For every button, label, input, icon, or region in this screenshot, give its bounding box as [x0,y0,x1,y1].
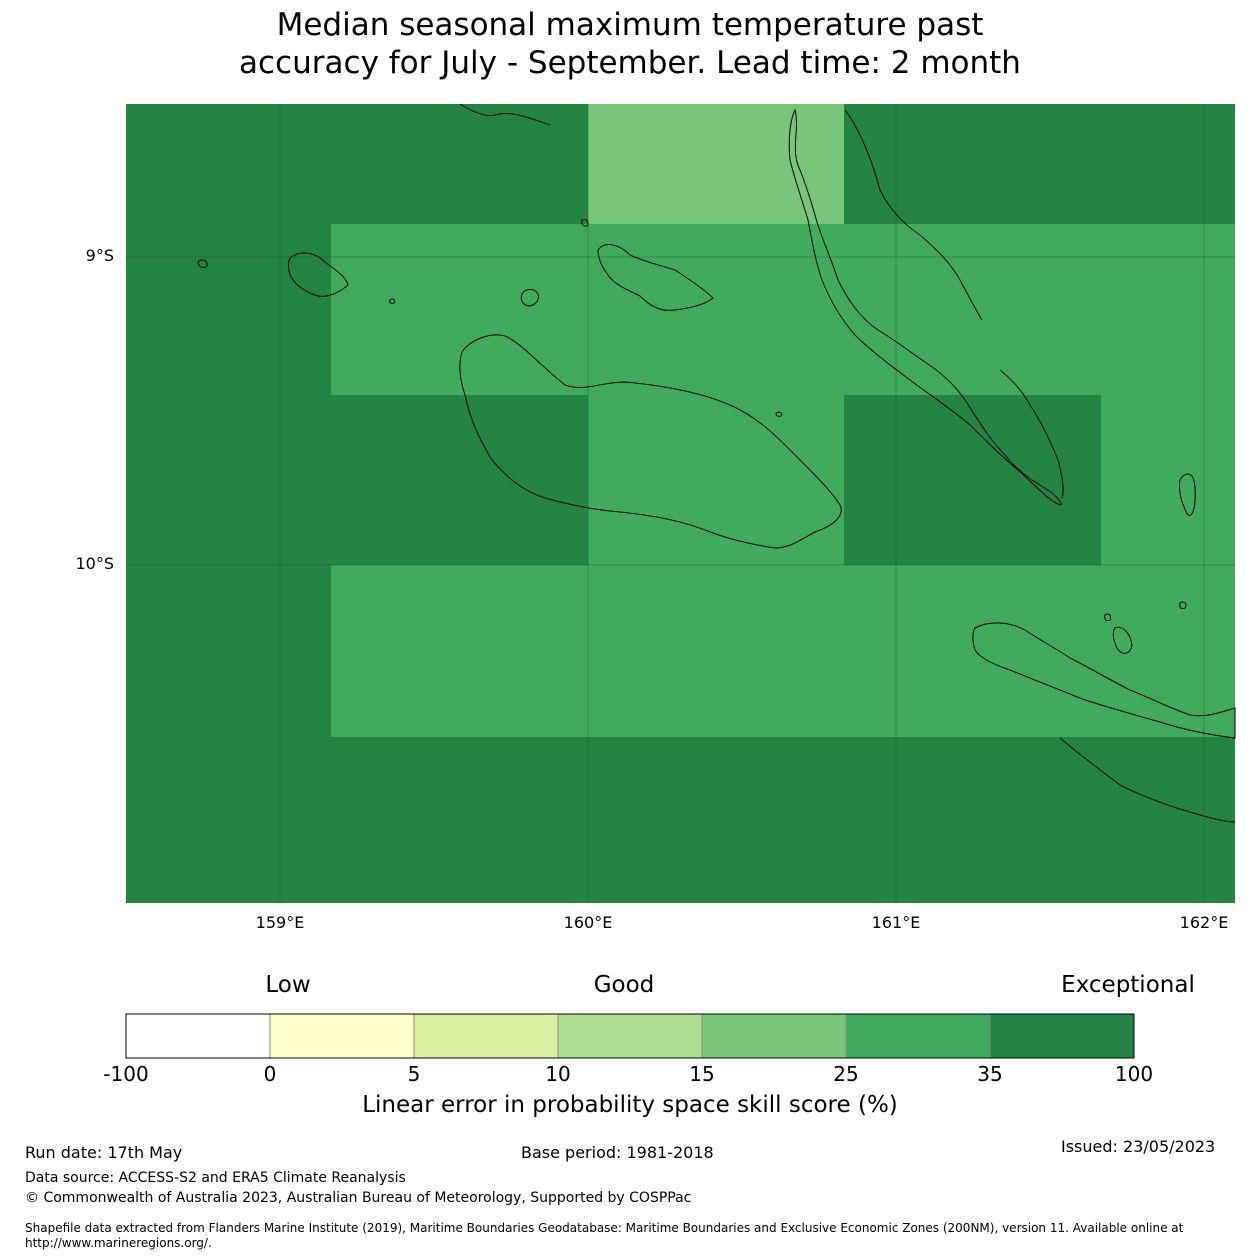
lat-label-9s: 9°S [85,246,114,265]
coast-santa-isabel [788,108,1062,506]
coast-florida-north [459,103,551,126]
coast-nggela [597,244,714,311]
colorbar-tick-6: 35 [977,1062,1003,1086]
coast-makira [972,622,1236,739]
coast-tiny-3 [581,219,589,227]
coast-tiny-1 [775,411,782,417]
lat-label-10s: 10°S [75,554,114,573]
coast-isabel-north [844,109,983,321]
coast-small-isle-west [197,259,208,268]
colorbar-segment-3 [557,1013,703,1059]
coast-small-isle-east2 [1104,613,1111,622]
coast-malaita-channel [999,369,1064,499]
cell-top-mid [588,104,844,224]
colorbar-segment-0 [125,1013,271,1059]
coast-savo [520,289,539,307]
coast-small-isle-east1 [1112,626,1133,654]
colorbar [125,1013,1135,1059]
coast-guadalcanal [459,334,842,549]
coast-ulawa [1179,473,1196,516]
legend-category-good: Good [593,972,655,998]
colorbar-tick-7: 100 [1114,1062,1154,1086]
base-period: Base period: 1981-2018 [521,1143,714,1162]
colorbar-tick-5: 25 [833,1062,859,1086]
data-source: Data source: ACCESS-S2 and ERA5 Climate … [25,1170,406,1186]
coast-small-isle-east3 [1179,601,1187,610]
title-line-1: Median seasonal maximum temperature past [276,7,984,43]
issued-date: Issued: 23/05/2023 [1061,1137,1216,1156]
colorbar-tick-0: -100 [103,1062,149,1086]
lon-label-161e: 161°E [871,913,921,932]
coastlines [197,103,1236,823]
colorbar-segment-6 [989,1013,1135,1059]
cell-band-middle-right-high [1101,395,1235,565]
run-date: Run date: 17th May [25,1143,183,1162]
colorbar-tick-4: 15 [689,1062,715,1086]
coast-tiny-2 [389,298,396,304]
shapefile-credit: Shapefile data extracted from Flanders M… [25,1221,1184,1250]
colorbar-title: Linear error in probability space skill … [362,1092,898,1118]
legend-category-exceptional: Exceptional [1061,972,1195,998]
copyright: © Commonwealth of Australia 2023, Austra… [25,1190,692,1206]
skill-cells [126,104,1235,903]
lon-label-162e: 162°E [1179,913,1229,932]
colorbar-segment-2 [413,1013,559,1059]
colorbar-segment-1 [269,1013,415,1059]
cell-band-lower-high [331,565,1235,737]
legend-category-low: Low [265,972,311,998]
coast-makira-south [1059,737,1236,823]
colorbar-tick-1: 0 [263,1062,277,1086]
colorbar-segment-4 [701,1013,847,1059]
colorbar-segment-5 [845,1013,991,1059]
map-title: Median seasonal maximum temperature past… [0,6,1260,82]
lon-label-159e: 159°E [255,913,305,932]
cell-band-middle-high [588,395,844,565]
coast-russell [288,252,349,297]
colorbar-tick-3: 10 [545,1062,571,1086]
colorbar-tick-2: 5 [407,1062,421,1086]
cell-band-upper-high [331,224,1235,395]
gridlines [126,104,1235,903]
title-line-2: accuracy for July - September. Lead time… [239,45,1021,81]
lon-label-160e: 160°E [563,913,613,932]
colorbar-frame [125,1013,1135,1059]
